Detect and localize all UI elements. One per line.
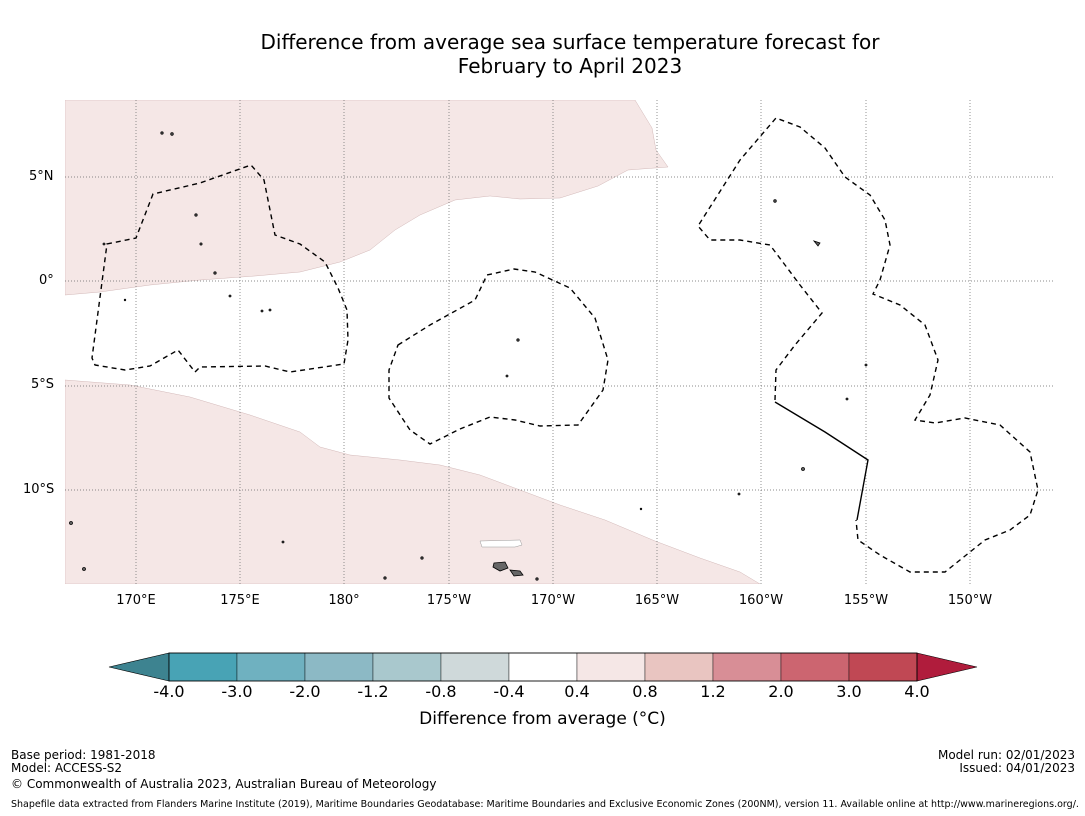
islands <box>69 131 868 581</box>
maritime-boundary-solid <box>774 401 869 521</box>
colorbar-bin <box>848 652 918 682</box>
lon-label: 165°W <box>634 593 680 608</box>
footer-left: Base period: 1981-2018 Model: ACCESS-S2 … <box>11 749 436 791</box>
colorbar-tick-label: 4.0 <box>904 682 930 701</box>
colorbar-bin <box>304 652 374 682</box>
colorbar-tick-label: 0.8 <box>632 682 658 701</box>
lon-label: 175°E <box>220 593 260 608</box>
model-name: Model: ACCESS-S2 <box>11 761 123 775</box>
colorbar <box>108 652 978 682</box>
colorbar-bin <box>508 652 578 682</box>
colorbar-bin <box>712 652 782 682</box>
lon-label: 155°W <box>843 593 889 608</box>
warm-anomaly-region-south <box>65 379 761 584</box>
lon-label: 160°W <box>738 593 784 608</box>
colorbar-bin <box>780 652 850 682</box>
eez-boundary-kiribati-gilbert <box>91 164 349 374</box>
lat-label-10s: 10°S <box>23 482 55 497</box>
colorbar-tick-label: -4.0 <box>153 682 185 701</box>
model-run: Model run: 02/01/2023 <box>937 748 1075 762</box>
colorbar-bin <box>168 652 238 682</box>
colorbar-tick-label: -1.2 <box>357 682 389 701</box>
lat-label-0: 0° <box>39 273 54 288</box>
eez-boundary-kiribati-phoenix <box>388 268 609 445</box>
colorbar-tick-label: -2.0 <box>289 682 321 701</box>
colorbar-extend-high <box>916 652 978 682</box>
colorbar-tick-label: 0.4 <box>564 682 590 701</box>
colorbar-tick-label: 3.0 <box>836 682 862 701</box>
lat-label-5n: 5°N <box>29 169 54 184</box>
colorbar-tick-label: -3.0 <box>221 682 253 701</box>
colorbar-bin <box>372 652 442 682</box>
neutral-patch <box>479 539 523 548</box>
lon-label: 180° <box>328 593 360 608</box>
lat-label-5s: 5°S <box>31 377 55 392</box>
colorbar-label: Difference from average (°C) <box>419 709 666 729</box>
chart-title: Difference from average sea surface temp… <box>0 30 1085 78</box>
colorbar-bin <box>440 652 510 682</box>
lon-label: 170°E <box>116 593 156 608</box>
eez-boundary-kiribati-line <box>697 117 1039 573</box>
copyright: © Commonwealth of Australia 2023, Austra… <box>11 777 437 791</box>
colorbar-tick-label: -0.8 <box>425 682 457 701</box>
colorbar-extend-low <box>108 652 170 682</box>
issued-date: Issued: 04/01/2023 <box>959 761 1075 775</box>
colorbar-tick-label: 1.2 <box>700 682 726 701</box>
title-line-2: February to April 2023 <box>457 54 683 78</box>
lon-label: 170°W <box>530 593 576 608</box>
warm-anomaly-region-north <box>65 100 669 296</box>
lon-label: 150°W <box>947 593 993 608</box>
base-period: Base period: 1981-2018 <box>11 748 156 762</box>
footer-right: Model run: 02/01/2023 Issued: 04/01/2023 <box>938 749 1075 775</box>
colorbar-tick-label: -0.4 <box>493 682 525 701</box>
colorbar-bin <box>576 652 646 682</box>
colorbar-bin <box>644 652 714 682</box>
colorbar-tick-label: 2.0 <box>768 682 794 701</box>
title-line-1: Difference from average sea surface temp… <box>260 30 880 54</box>
lon-label: 175°W <box>426 593 472 608</box>
colorbar-bin <box>236 652 306 682</box>
shapefile-credit: Shapefile data extracted from Flanders M… <box>11 799 1079 810</box>
